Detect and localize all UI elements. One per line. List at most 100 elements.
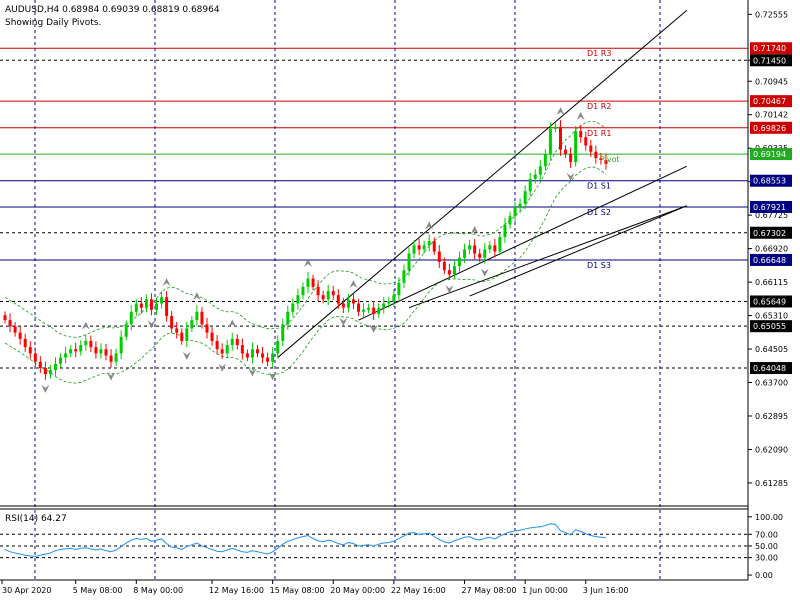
price-badge xyxy=(750,320,792,333)
price-badge xyxy=(750,174,792,187)
candle-body xyxy=(382,303,386,308)
candle-body xyxy=(256,349,259,354)
price-tick-label: 0.61285 xyxy=(755,479,788,488)
fractal-up-marker xyxy=(425,221,434,230)
pivot-label: D1 S1 xyxy=(587,182,611,191)
candle-body xyxy=(38,361,42,368)
rsi-line xyxy=(4,523,607,557)
candle-body xyxy=(104,349,108,356)
candle-body xyxy=(271,353,275,362)
candle-body xyxy=(79,345,83,352)
candle-body xyxy=(584,137,588,146)
candle-body xyxy=(372,307,376,314)
candle-body xyxy=(377,307,381,314)
candle-body xyxy=(564,149,568,154)
candle-body xyxy=(362,309,366,312)
fractal-down-marker xyxy=(339,317,348,326)
candle-body xyxy=(205,324,209,333)
candle-body xyxy=(321,295,325,300)
price-tick-label: 0.72555 xyxy=(755,10,788,19)
candle-body xyxy=(483,249,487,258)
candle-body xyxy=(155,303,158,310)
pivot-label: D1 R1 xyxy=(587,129,611,138)
candle-body xyxy=(185,328,189,341)
trendline xyxy=(358,165,687,321)
candle-body xyxy=(89,340,93,348)
candle-body xyxy=(94,347,98,354)
candle-body xyxy=(69,349,73,354)
candle-body xyxy=(488,245,492,250)
price-badge-label: 0.70467 xyxy=(753,97,786,106)
candle-body xyxy=(427,241,431,246)
fractal-down-marker xyxy=(480,268,489,277)
rsi-tick-label: 50.00 xyxy=(755,542,778,551)
price-tick-label: 0.70945 xyxy=(755,77,788,86)
candle-body xyxy=(553,126,557,129)
price-badges: 0.71740 0.71450 0.70467 0.69826 0.69194 0.685… xyxy=(750,42,792,375)
candle-body xyxy=(180,332,184,341)
candle-body xyxy=(412,245,416,254)
pivot-level-labels: D1 R3 D1 R2 D1 R1 Pivot D1 S1 D1 S2 D1 S3 xyxy=(587,49,620,270)
pivot-label: D1 R3 xyxy=(587,49,611,58)
candle-body xyxy=(503,224,507,237)
candle-body xyxy=(139,303,143,308)
price-badge xyxy=(750,362,792,375)
envelope-lower xyxy=(4,166,607,384)
candle-body xyxy=(250,349,254,358)
rsi-tick-label: 70.00 xyxy=(755,530,778,539)
fractal-up-marker xyxy=(304,258,312,267)
pivot-subtitle: Showing Daily Pivots. xyxy=(5,18,101,28)
candle-body xyxy=(99,349,103,354)
candle-body xyxy=(579,130,583,138)
candle-body xyxy=(240,345,244,354)
fractal-up-marker xyxy=(162,278,171,287)
fractal-down-marker xyxy=(445,285,454,294)
candle-body xyxy=(468,245,472,250)
envelope-bands xyxy=(4,120,607,384)
candle-body xyxy=(528,178,532,192)
candle-body xyxy=(559,126,562,150)
price-badge xyxy=(750,201,792,214)
fractal-down-marker xyxy=(107,372,116,381)
price-badge xyxy=(750,226,792,239)
price-tick-label: 0.67725 xyxy=(755,211,788,220)
candle-body xyxy=(548,128,552,154)
candle-body xyxy=(129,311,133,325)
candle-body xyxy=(422,245,426,250)
price-axis-ticks: 0.725550.714500.709450.701420.693350.685… xyxy=(748,10,788,488)
price-tick-label: 0.66920 xyxy=(755,245,788,254)
candle-body xyxy=(543,153,547,167)
candle-body xyxy=(311,278,315,287)
candle-body xyxy=(225,345,229,354)
time-tick-label: 12 May 16:00 xyxy=(209,586,264,595)
candle-body xyxy=(175,328,179,333)
price-tick-label: 0.62090 xyxy=(755,445,788,454)
candle-body xyxy=(235,338,239,346)
candle-body xyxy=(28,347,32,354)
candle-body xyxy=(458,257,461,267)
candle-body xyxy=(498,236,502,252)
rsi-tick-label: 30.00 xyxy=(755,554,778,563)
candle-body xyxy=(261,353,265,358)
price-badge xyxy=(750,253,792,266)
candle-body xyxy=(48,370,52,375)
trendlines xyxy=(277,10,688,358)
candle-body xyxy=(518,203,522,208)
price-badge-label: 0.65649 xyxy=(753,297,786,306)
fractal-down-marker xyxy=(147,320,156,329)
candle-body xyxy=(387,301,391,304)
fractal-up-marker xyxy=(556,107,565,116)
fractal-down-marker xyxy=(182,351,191,360)
candle-body xyxy=(478,253,482,258)
fractal-up-marker xyxy=(576,111,585,120)
candle-body xyxy=(215,340,219,350)
candle-body xyxy=(351,299,355,304)
price-badge-label: 0.71740 xyxy=(753,44,786,53)
candle-body xyxy=(331,291,335,296)
candle-body xyxy=(190,320,194,329)
price-badge xyxy=(750,54,792,67)
pivot-label: D1 R2 xyxy=(587,102,611,111)
candle-body xyxy=(473,245,477,254)
